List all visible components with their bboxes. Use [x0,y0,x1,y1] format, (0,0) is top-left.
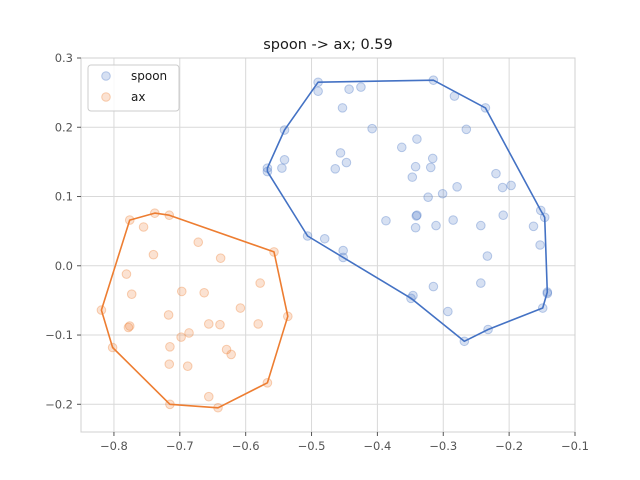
x-tick-label: −0.7 [166,439,194,453]
data-point-spoon [367,123,377,134]
data-point-ax [215,253,226,263]
data-point-ax [148,249,159,260]
data-point-ax [253,319,263,329]
data-point-spoon [337,103,348,113]
data-point-spoon [344,84,354,94]
data-point-ax [138,222,149,232]
data-point-ax [226,349,236,360]
data-point-spoon [335,148,346,158]
data-point-spoon [411,211,422,221]
y-tick-label: 0.0 [55,259,73,273]
data-point-spoon [412,210,422,221]
data-point-ax [221,344,232,355]
x-tick-label: −0.6 [232,439,260,453]
data-point-spoon [425,162,436,173]
data-point-spoon [491,168,501,179]
data-point-ax [163,310,174,320]
x-tick-label: −0.4 [363,439,391,453]
data-point-spoon [498,210,509,221]
legend-label-spoon: spoon [131,69,167,83]
data-point-spoon [381,215,391,226]
data-point-spoon [396,142,407,153]
y-tick-label: 0.3 [55,51,73,65]
data-point-ax [184,328,194,338]
data-point-ax [235,303,246,313]
x-tick-label: −0.3 [429,439,457,453]
data-point-ax [124,321,135,331]
legend-marker-spoon [101,71,111,81]
data-point-spoon [423,192,433,203]
data-point-ax [203,391,214,402]
data-point-spoon [319,233,330,244]
x-tick-label: −0.1 [561,439,589,453]
data-point-spoon [341,157,352,168]
data-point-spoon [452,182,462,192]
data-point-spoon [461,124,472,135]
data-point-spoon [476,278,486,288]
data-point-ax [199,287,209,298]
plot-frame [80,57,576,433]
data-point-ax [176,286,187,297]
data-point-spoon [476,220,486,231]
y-tick-label: −0.1 [45,328,73,342]
data-point-spoon [427,153,438,164]
series-spoon [262,75,553,347]
legend: spoon ax [87,64,180,112]
data-point-ax [164,359,175,369]
x-tick-label: −0.2 [495,439,523,453]
y-tick-label: −0.2 [45,397,73,411]
data-point-spoon [412,134,422,144]
series-layer [96,75,553,413]
data-point-spoon [279,155,290,165]
data-point-spoon [407,172,418,182]
legend-box [87,64,180,112]
data-point-spoon [410,161,421,172]
data-point-spoon [506,180,516,191]
data-point-ax [215,319,225,330]
y-tick-label: 0.1 [55,190,73,204]
data-point-ax [126,289,137,299]
chart-title: spoon -> ax; 0.59 [263,37,393,53]
data-point-ax [123,322,134,333]
hull-line-spoon [266,79,549,343]
y-tick-label: 0.2 [55,120,73,134]
legend-marker-ax [101,92,111,102]
data-point-ax [165,342,175,352]
data-point-spoon [428,281,439,292]
hull-line-ax [100,212,289,409]
legend-label-ax: ax [131,90,145,104]
data-point-spoon [431,220,441,231]
data-point-spoon [338,245,348,256]
data-point-spoon [528,221,539,232]
data-point-spoon [437,188,448,199]
data-point-spoon [448,215,458,225]
data-point-ax [182,361,193,372]
x-tick-label: −0.5 [298,439,326,453]
data-point-ax [121,269,132,279]
x-tick-label: −0.8 [100,439,128,453]
data-point-spoon [313,86,323,97]
series-ax [96,208,293,413]
data-point-spoon [482,251,493,261]
data-point-ax [176,332,186,342]
data-point-spoon [410,222,421,233]
data-point-ax [255,278,265,288]
data-point-spoon [356,82,366,92]
data-point-ax [193,237,204,248]
data-point-spoon [330,164,341,174]
data-point-ax [203,319,214,329]
data-point-spoon [497,182,508,193]
data-point-spoon [443,306,453,317]
tick-layer: −0.8 −0.7 −0.6 −0.5 −0.4 −0.3 −0.2 −0.1 −0.2 −0.1… [45,51,589,453]
data-point-spoon [277,163,287,173]
data-point-spoon [535,240,545,250]
